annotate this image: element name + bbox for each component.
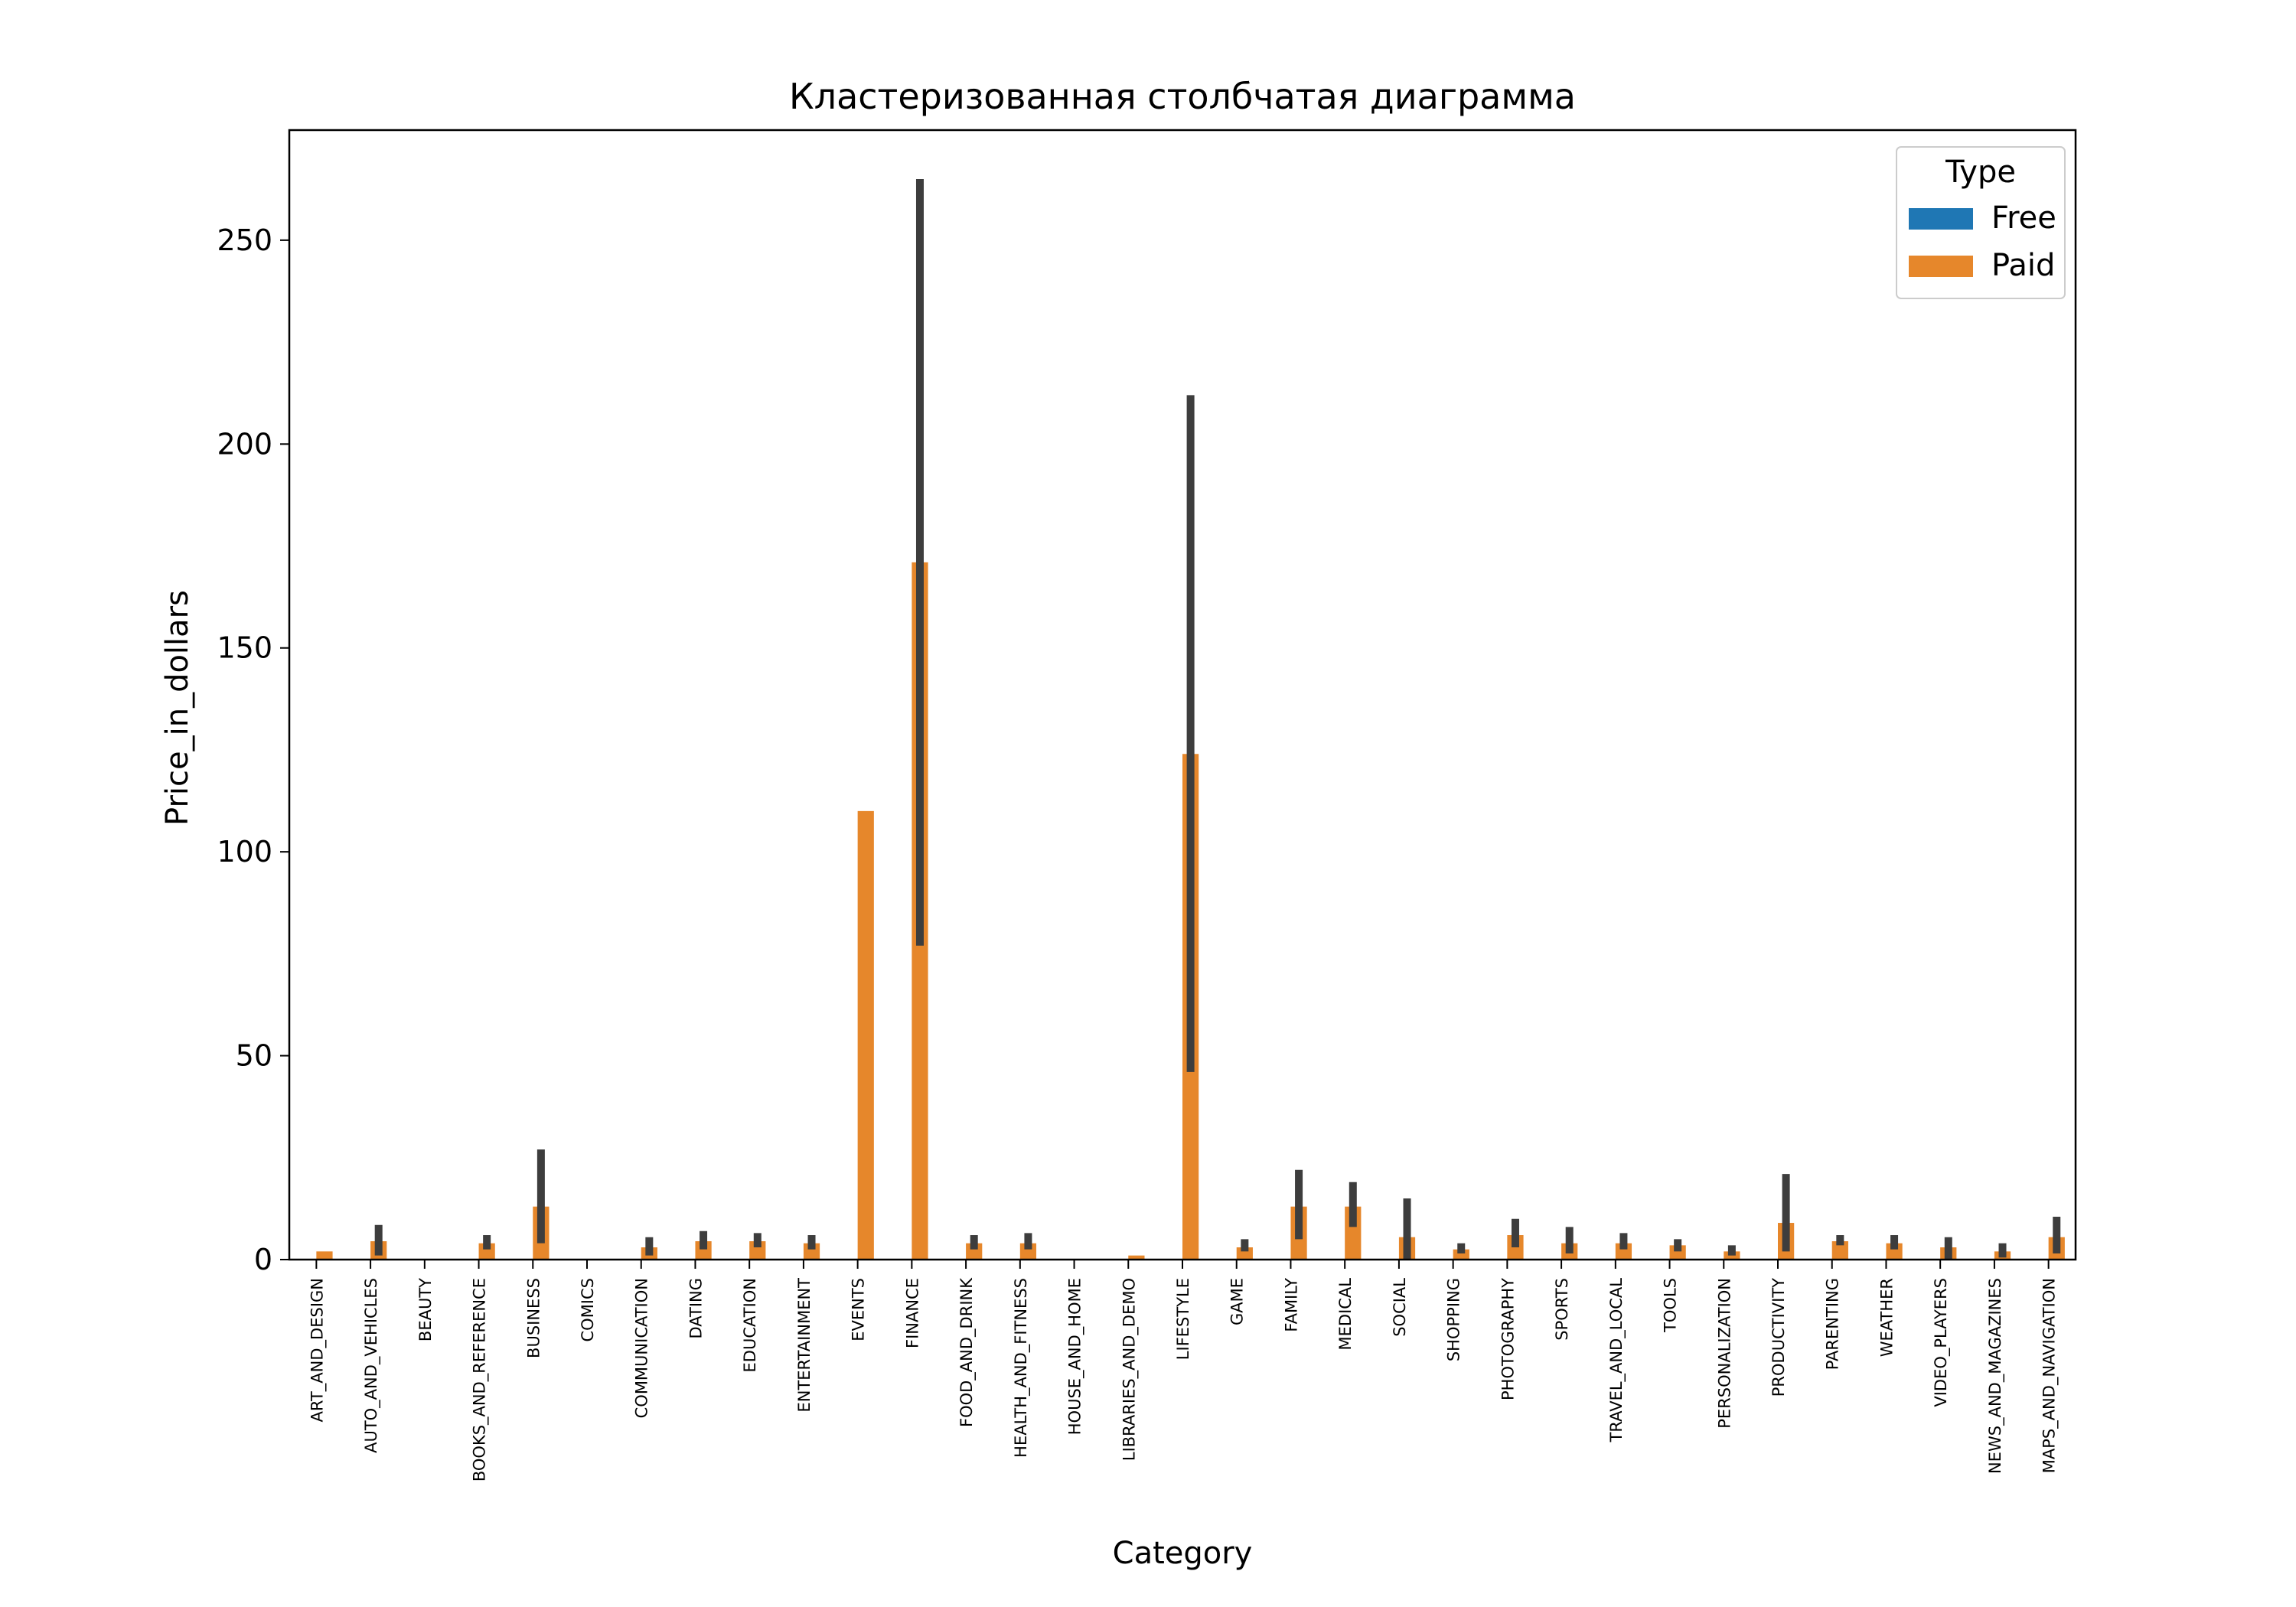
bar-paid-travel_and_local	[1615, 1243, 1632, 1260]
bar-paid-game	[1236, 1247, 1253, 1260]
x-tick-label: MEDICAL	[1336, 1278, 1355, 1351]
x-tick-label: HEALTH_AND_FITNESS	[1012, 1278, 1031, 1458]
chart-title: Кластеризованная столбчатая диаграмма	[789, 76, 1576, 117]
y-tick-label: 50	[236, 1039, 272, 1073]
x-tick-label: MAPS_AND_NAVIGATION	[2040, 1278, 2060, 1473]
bar-paid-health_and_fitness	[1019, 1243, 1037, 1260]
x-tick-label: SHOPPING	[1445, 1278, 1463, 1361]
legend: Type Free Paid	[1896, 146, 2066, 299]
x-tick-label: HOUSE_AND_HOME	[1066, 1278, 1085, 1435]
bar-paid-weather	[1886, 1243, 1903, 1260]
legend-swatch-free	[1909, 208, 1973, 230]
x-tick-label: AUTO_AND_VEHICLES	[362, 1278, 381, 1453]
plot-frame	[288, 129, 2077, 1261]
bar-paid-food_and_drink	[966, 1243, 983, 1260]
bar-paid-libraries_and_demo	[1128, 1255, 1145, 1260]
y-tick-label: 0	[254, 1243, 272, 1276]
x-tick-label: FOOD_AND_DRINK	[957, 1277, 977, 1427]
bar-paid-parenting	[1831, 1241, 1848, 1260]
y-tick-label: 150	[217, 631, 272, 665]
bar-paid-education	[749, 1241, 766, 1260]
bar-paid-dating	[695, 1241, 712, 1260]
bar-paid-books_and_reference	[478, 1243, 495, 1260]
x-tick-label: COMICS	[579, 1278, 597, 1342]
x-tick-label: SOCIAL	[1391, 1278, 1409, 1337]
x-tick-label: BOOKS_AND_REFERENCE	[471, 1278, 490, 1482]
bar-paid-art_and_design	[316, 1251, 333, 1260]
y-tick-label: 200	[217, 427, 272, 461]
x-tick-label: LIBRARIES_AND_DEMO	[1120, 1278, 1139, 1461]
x-tick-label: TRAVEL_AND_LOCAL	[1607, 1278, 1626, 1443]
plot-area: ART_AND_DESIGN AUTO_AND_VEHICLES BEAUTY BOO…	[217, 129, 2077, 1482]
x-tick-label: FINANCE	[903, 1278, 921, 1348]
legend-label-free: Free	[1991, 200, 2056, 236]
x-tick-label: COMMUNICATION	[633, 1278, 651, 1418]
x-tick-label: LIFESTYLE	[1174, 1278, 1192, 1360]
x-tick-label: EVENTS	[850, 1278, 868, 1341]
x-tick-label: PHOTOGRAPHY	[1499, 1278, 1517, 1400]
x-tick-label: TOOLS	[1662, 1278, 1680, 1333]
bar-paid-medical	[1345, 1206, 1362, 1260]
y-tick-label: 250	[217, 223, 272, 257]
x-tick-label: WEATHER	[1877, 1278, 1896, 1357]
x-tick-label: ART_AND_DESIGN	[308, 1278, 327, 1422]
y-axis-label: Price_in_dollars	[160, 590, 195, 826]
x-tick-label: PRODUCTIVITY	[1769, 1278, 1788, 1397]
x-tick-label: SPORTS	[1553, 1278, 1571, 1341]
legend-label-paid: Paid	[1991, 248, 2055, 283]
bar-paid-shopping	[1453, 1249, 1469, 1260]
x-tick-label: PERSONALIZATION	[1715, 1278, 1733, 1429]
x-tick-label: ENTERTAINMENT	[795, 1278, 814, 1413]
y-tick-label: 100	[217, 835, 272, 869]
x-tick-label: NEWS_AND_MAGAZINES	[1986, 1278, 2005, 1474]
x-tick-label: BUSINESS	[524, 1278, 543, 1358]
x-axis-label: Category	[1113, 1536, 1253, 1571]
x-tick-label: PARENTING	[1824, 1278, 1842, 1370]
legend-swatch-paid	[1909, 256, 1973, 277]
x-tick-label: EDUCATION	[741, 1278, 759, 1372]
bar-paid-tools	[1669, 1245, 1686, 1260]
bar-paid-events	[857, 810, 874, 1260]
bar-paid-entertainment	[803, 1243, 820, 1260]
x-tick-label: GAME	[1228, 1278, 1247, 1325]
x-tick-label: VIDEO_PLAYERS	[1932, 1278, 1951, 1407]
x-tick-label: BEAUTY	[416, 1278, 435, 1341]
legend-title: Type	[1945, 155, 2016, 190]
x-tick-label: FAMILY	[1282, 1278, 1300, 1332]
x-tick-label: DATING	[687, 1278, 705, 1339]
